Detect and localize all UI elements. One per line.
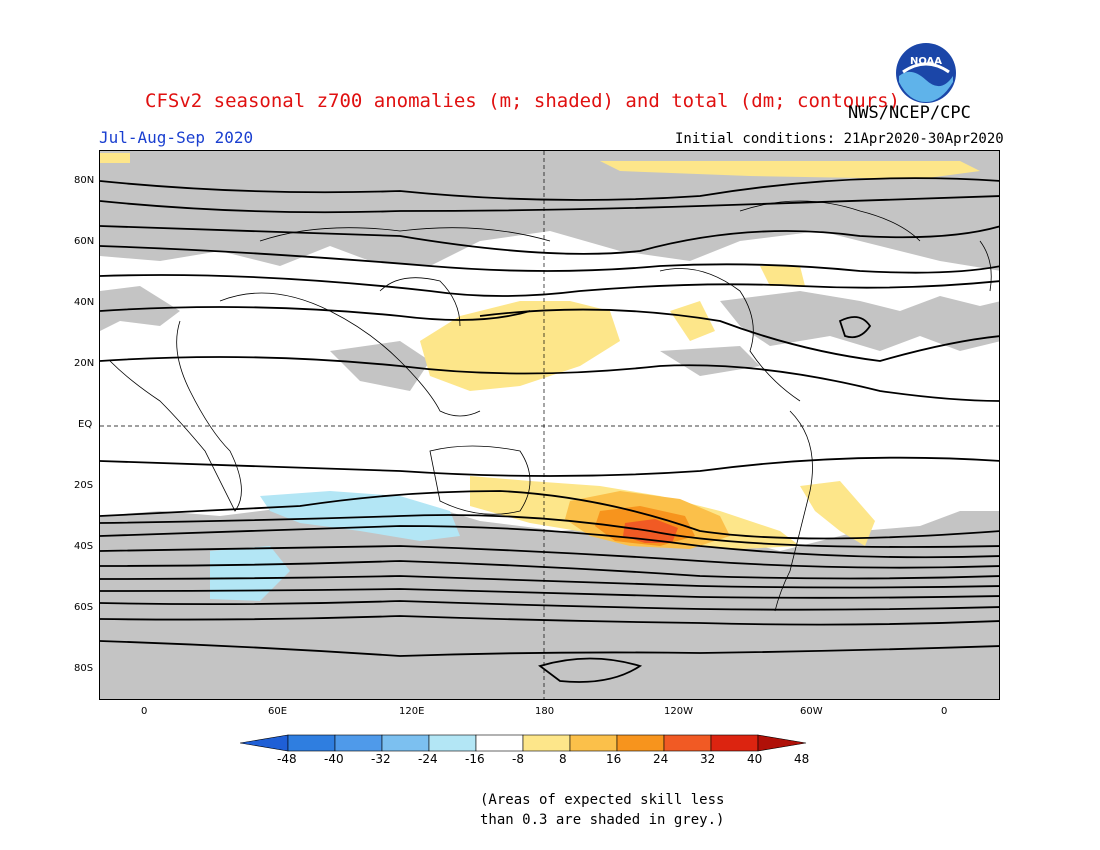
colorbar-arrow-right	[757, 734, 807, 752]
colorbar-label: 40	[747, 752, 763, 766]
colorbar-cell	[710, 734, 759, 752]
colorbar	[240, 734, 807, 752]
noaa-logo-icon: NOAA	[895, 42, 957, 104]
colorbar-label: -24	[418, 752, 438, 766]
height-contours	[100, 177, 999, 683]
lon-label-0-east: 0	[941, 706, 948, 717]
lat-label-40s: 40S	[74, 541, 94, 552]
colorbar-label: -16	[465, 752, 485, 766]
lon-label-60e: 60E	[268, 706, 288, 717]
lon-label-120e: 120E	[399, 706, 425, 717]
lat-label-80n: 80N	[74, 175, 95, 186]
gridlines	[100, 151, 999, 699]
lat-label-eq: EQ	[78, 419, 93, 430]
lat-label-60n: 60N	[74, 236, 95, 247]
lat-label-80s: 80S	[74, 663, 94, 674]
colorbar-arrow-left	[240, 734, 289, 752]
colorbar-cell	[287, 734, 336, 752]
coastlines	[109, 200, 992, 612]
colorbar-cell	[381, 734, 430, 752]
colorbar-label: -48	[277, 752, 297, 766]
colorbar-label: 24	[653, 752, 669, 766]
map-canvas	[100, 151, 999, 699]
season-label: Jul-Aug-Sep 2020	[99, 128, 254, 147]
colorbar-label: -32	[371, 752, 391, 766]
lon-label-60w: 60W	[800, 706, 823, 717]
lat-label-60s: 60S	[74, 602, 94, 613]
colorbar-cell	[522, 734, 571, 752]
colorbar-label: -8	[512, 752, 524, 766]
low-skill-shading	[100, 151, 999, 699]
lon-label-0: 0	[141, 706, 148, 717]
logo-text: NOAA	[910, 56, 942, 67]
colorbar-cell	[334, 734, 383, 752]
initial-conditions-label: Initial conditions: 21Apr2020-30Apr2020	[675, 131, 1004, 147]
colorbar-label: 16	[606, 752, 622, 766]
skill-note-line1: (Areas of expected skill less	[480, 792, 725, 808]
lon-label-120w: 120W	[664, 706, 693, 717]
colorbar-label: 48	[794, 752, 810, 766]
colorbar-cell	[616, 734, 665, 752]
colorbar-label: 8	[559, 752, 567, 766]
lon-label-180: 180	[535, 706, 555, 717]
colorbar-cell	[663, 734, 712, 752]
colorbar-label: -40	[324, 752, 344, 766]
lat-label-40n: 40N	[74, 297, 95, 308]
colorbar-cell	[569, 734, 618, 752]
colorbar-cell	[475, 734, 524, 752]
skill-note-line2: than 0.3 are shaded in grey.)	[480, 812, 725, 828]
lat-label-20s: 20S	[74, 480, 94, 491]
colorbar-label: 32	[700, 752, 716, 766]
map-title: CFSv2 seasonal z700 anomalies (m; shaded…	[145, 90, 900, 112]
colorbar-cell	[428, 734, 477, 752]
lat-label-20n: 20N	[74, 358, 95, 369]
map-panel	[99, 150, 1000, 700]
agency-label: NWS/NCEP/CPC	[848, 103, 971, 123]
